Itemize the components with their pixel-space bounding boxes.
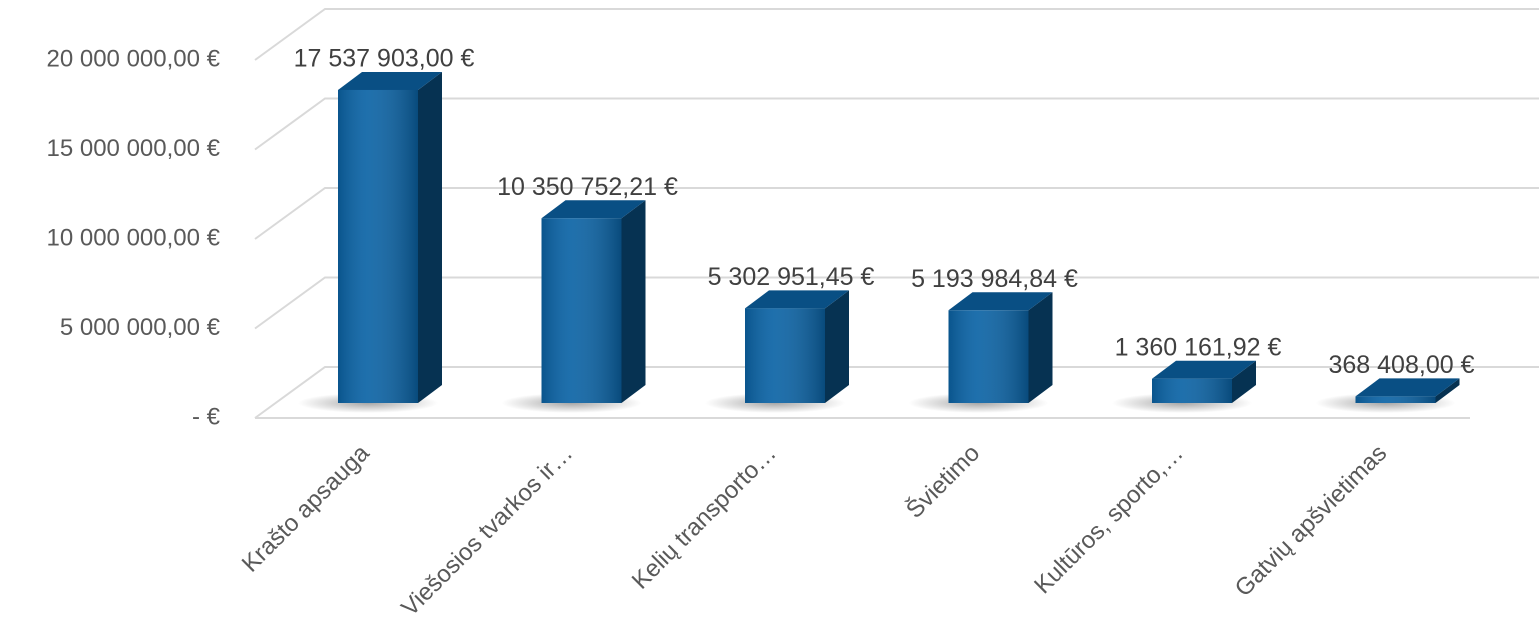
grid-line bbox=[254, 97, 1539, 151]
value-label: 17 537 903,00 € bbox=[294, 45, 475, 73]
grid-line bbox=[254, 366, 1539, 419]
y-tick-label: - € bbox=[192, 403, 221, 430]
x-tick-label: Kelių transporto… bbox=[627, 440, 782, 595]
value-label: 5 302 951,45 € bbox=[708, 263, 875, 291]
x-tick-label: Gatvių apšvietimas bbox=[1230, 440, 1392, 602]
bar-shade bbox=[948, 310, 1029, 403]
x-tick-label: Kultūros, sporto,… bbox=[1029, 440, 1189, 600]
bar-top bbox=[1355, 378, 1460, 397]
bars bbox=[298, 71, 1460, 413]
bar-top bbox=[1152, 360, 1256, 379]
bar-side bbox=[418, 71, 442, 404]
bar-shade bbox=[1152, 378, 1232, 403]
x-tick-label: Krašto apsauga bbox=[237, 439, 375, 577]
grid-line bbox=[254, 276, 1539, 330]
y-tick-label: 15 000 000,00 € bbox=[47, 135, 221, 162]
grid bbox=[254, 8, 1539, 419]
y-tick-label: 5 000 000,00 € bbox=[60, 314, 221, 341]
bar-side bbox=[1028, 292, 1053, 403]
y-tick-label: 10 000 000,00 € bbox=[47, 224, 221, 251]
bar-top bbox=[948, 292, 1053, 311]
bar-shade bbox=[541, 218, 622, 403]
bar-side bbox=[825, 290, 849, 403]
bar-shade bbox=[338, 89, 418, 404]
value-label: 5 193 984,84 € bbox=[911, 265, 1078, 293]
bar-shade bbox=[1355, 396, 1436, 403]
grid-line bbox=[254, 187, 1539, 240]
bar-side bbox=[621, 200, 646, 403]
bar-side bbox=[1435, 378, 1460, 403]
bar-top bbox=[338, 71, 442, 90]
value-label: 10 350 752,21 € bbox=[497, 173, 678, 201]
x-tick-label: Švietimo bbox=[900, 439, 985, 524]
bar-top bbox=[541, 200, 646, 219]
y-tick-label: 20 000 000,00 € bbox=[47, 45, 221, 72]
bar-top bbox=[745, 290, 849, 309]
bar-shade bbox=[745, 308, 825, 403]
grid-line bbox=[254, 8, 1539, 61]
bar-side bbox=[1232, 360, 1256, 403]
value-label: 1 360 161,92 € bbox=[1115, 333, 1282, 361]
x-tick-label: Viešosios tvarkos ir… bbox=[396, 440, 578, 622]
value-label: 368 408,00 € bbox=[1329, 351, 1475, 379]
